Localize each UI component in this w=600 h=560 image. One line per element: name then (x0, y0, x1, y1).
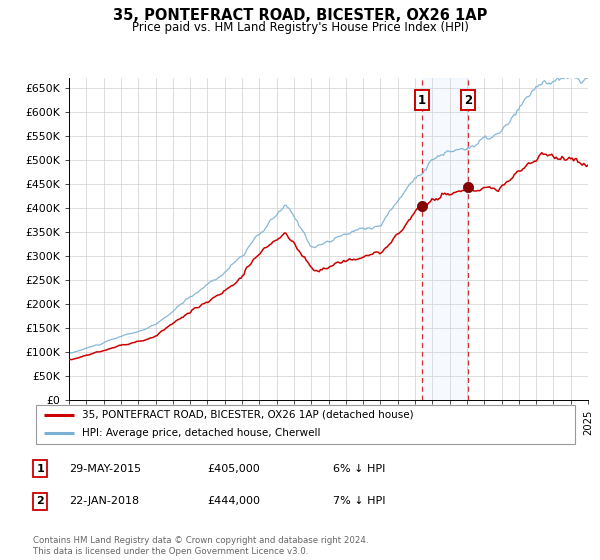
Point (417, 201, 427, 210)
Text: HPI: Average price, detached house, Cherwell: HPI: Average price, detached house, Cher… (82, 428, 320, 438)
Text: 29-MAY-2015: 29-MAY-2015 (69, 464, 141, 474)
Text: 1: 1 (37, 464, 44, 474)
Text: 22-JAN-2018: 22-JAN-2018 (69, 496, 139, 506)
Text: £444,000: £444,000 (207, 496, 260, 506)
FancyBboxPatch shape (36, 405, 575, 444)
Text: 2: 2 (37, 496, 44, 506)
Point (463, 183, 473, 192)
Text: 2: 2 (464, 94, 472, 106)
Text: 1: 1 (418, 94, 426, 106)
Text: 35, PONTEFRACT ROAD, BICESTER, OX26 1AP: 35, PONTEFRACT ROAD, BICESTER, OX26 1AP (113, 8, 487, 24)
Text: 6% ↓ HPI: 6% ↓ HPI (333, 464, 385, 474)
Text: Contains HM Land Registry data © Crown copyright and database right 2024.
This d: Contains HM Land Registry data © Crown c… (33, 536, 368, 556)
Text: £405,000: £405,000 (207, 464, 260, 474)
Bar (422, 78, 468, 400)
Text: 35, PONTEFRACT ROAD, BICESTER, OX26 1AP (detached house): 35, PONTEFRACT ROAD, BICESTER, OX26 1AP … (82, 410, 414, 420)
Text: 7% ↓ HPI: 7% ↓ HPI (333, 496, 386, 506)
Text: Price paid vs. HM Land Registry's House Price Index (HPI): Price paid vs. HM Land Registry's House … (131, 21, 469, 34)
